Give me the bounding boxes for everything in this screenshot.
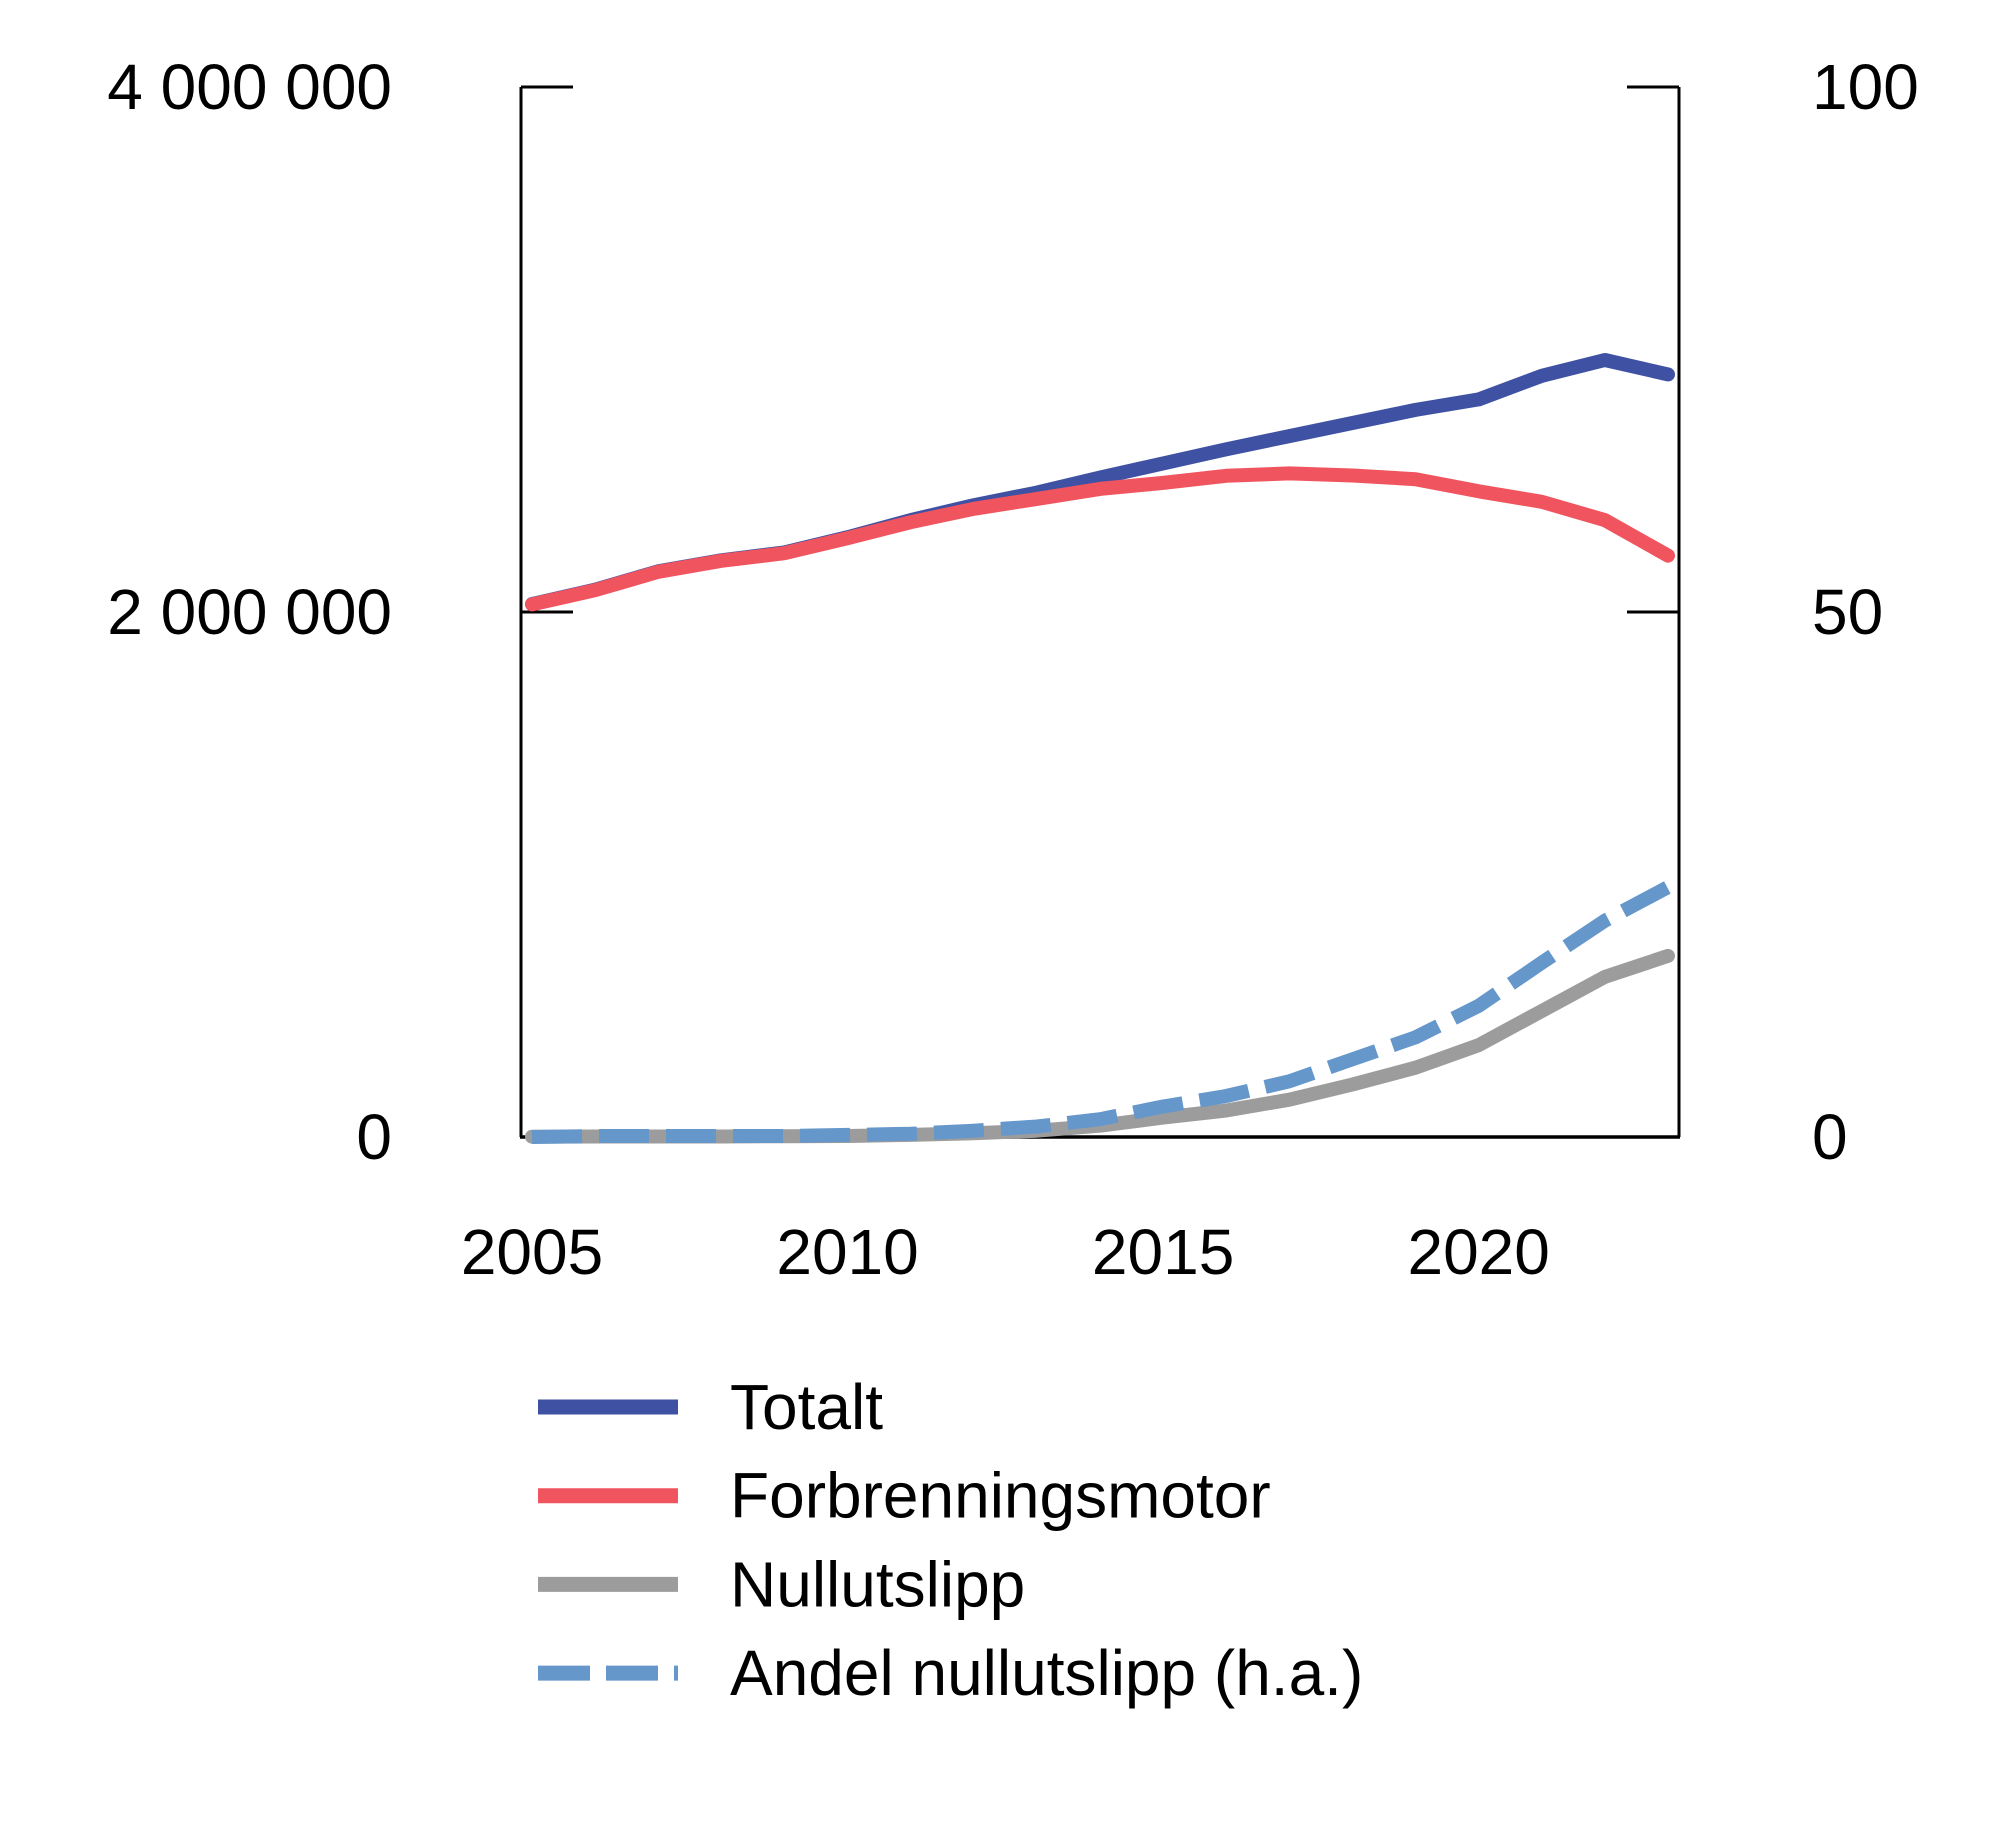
legend-label-forbrenningsmotor: Forbrenningsmotor (730, 1460, 1271, 1532)
legend-label-andel-nullutslipp-h-a: Andel nullutslipp (h.a.) (730, 1637, 1363, 1709)
legend: Totalt Forbrenningsmotor Nullutslipp Andel … (538, 1371, 1363, 1709)
x-axis-label-2015: 2015 (1092, 1216, 1234, 1288)
line-andel-nullutslipp-h-a (531, 880, 1672, 1144)
x-axis-label-2020: 2020 (1407, 1216, 1549, 1288)
axis-labels: 4 000 000 2 000 000 0 100 50 0 2005 2010 2015 202… (107, 51, 1919, 1288)
left-axis-label-4000000: 4 000 000 (107, 51, 392, 123)
line-forbrenningsmotor (525, 466, 1675, 612)
left-axis-label-0: 0 (356, 1101, 392, 1173)
left-axis-label-2000000: 2 000 000 (107, 576, 392, 648)
legend-label-nullutslipp: Nullutslipp (730, 1548, 1025, 1620)
right-axis-label-50: 50 (1812, 576, 1883, 648)
legend-label-totalt: Totalt (730, 1371, 883, 1443)
right-axis-label-0: 0 (1812, 1101, 1848, 1173)
right-axis-label-100: 100 (1812, 51, 1919, 123)
data-series (525, 353, 1675, 1144)
x-axis-label-2005: 2005 (461, 1216, 603, 1288)
line-nullutslipp (525, 948, 1675, 1144)
axes (519, 85, 1681, 1139)
x-axis-label-2010: 2010 (776, 1216, 918, 1288)
